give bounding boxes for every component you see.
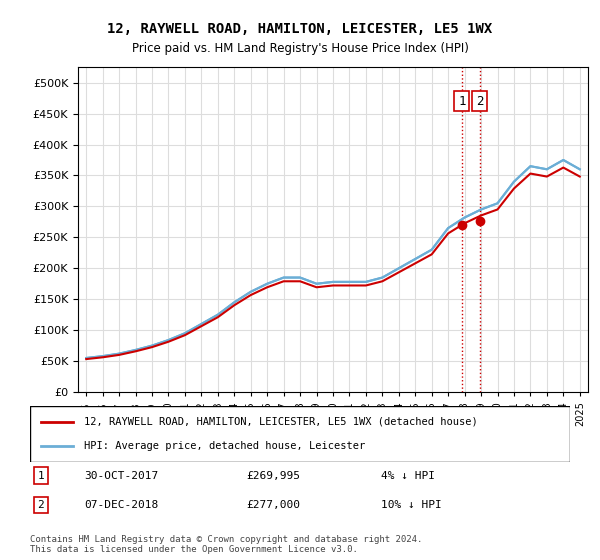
Text: 12, RAYWELL ROAD, HAMILTON, LEICESTER, LE5 1WX: 12, RAYWELL ROAD, HAMILTON, LEICESTER, L… <box>107 22 493 36</box>
FancyBboxPatch shape <box>30 406 570 462</box>
Text: £277,000: £277,000 <box>246 500 300 510</box>
Text: 4% ↓ HPI: 4% ↓ HPI <box>381 470 435 480</box>
Text: Contains HM Land Registry data © Crown copyright and database right 2024.
This d: Contains HM Land Registry data © Crown c… <box>30 535 422 554</box>
Text: 1: 1 <box>37 470 44 480</box>
Text: 1: 1 <box>458 95 466 108</box>
Text: 07-DEC-2018: 07-DEC-2018 <box>84 500 158 510</box>
Text: 2: 2 <box>37 500 44 510</box>
Text: HPI: Average price, detached house, Leicester: HPI: Average price, detached house, Leic… <box>84 441 365 451</box>
Text: Price paid vs. HM Land Registry's House Price Index (HPI): Price paid vs. HM Land Registry's House … <box>131 42 469 55</box>
Text: 12, RAYWELL ROAD, HAMILTON, LEICESTER, LE5 1WX (detached house): 12, RAYWELL ROAD, HAMILTON, LEICESTER, L… <box>84 417 478 427</box>
Text: 10% ↓ HPI: 10% ↓ HPI <box>381 500 442 510</box>
Text: £269,995: £269,995 <box>246 470 300 480</box>
Text: 2: 2 <box>476 95 484 108</box>
Text: 30-OCT-2017: 30-OCT-2017 <box>84 470 158 480</box>
